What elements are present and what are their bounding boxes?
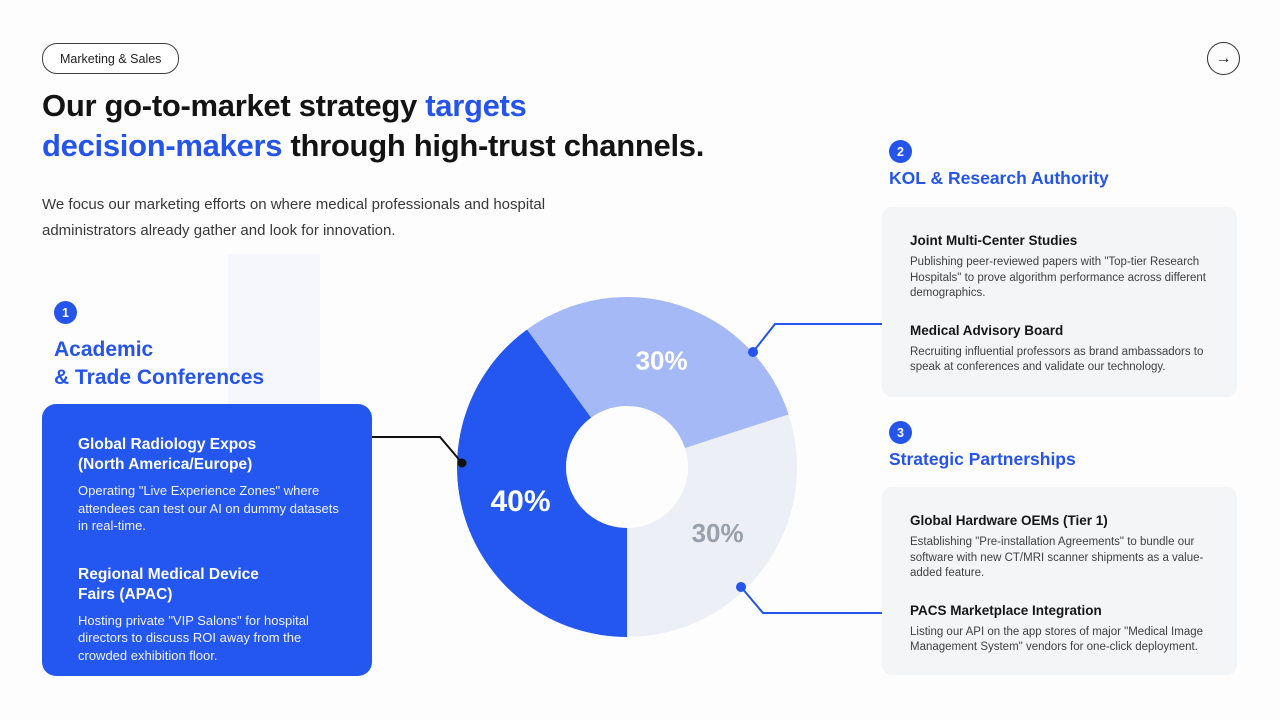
section-2-heading: KOL & Research Authority [889,168,1109,188]
card-item-desc: Establishing "Pre-installation Agreement… [910,536,1204,579]
title-line-1: Our go-to-market strategy targets [42,86,832,126]
card-item: Global Hardware OEMs (Tier 1) Establishi… [910,512,1209,582]
section-2-badge: 2 [889,140,912,163]
section-3-heading: Strategic Partnerships [889,449,1076,469]
title-accent-text: targets [425,88,527,123]
page-title: Our go-to-market strategy targets decisi… [42,86,832,166]
card-item-desc: Operating "Live Experience Zones" where … [78,483,339,533]
card-item-title: PACS Marketplace Integration [910,602,1102,618]
card-item-desc: Publishing peer-reviewed papers with "To… [910,256,1206,299]
donut-segment-1[interactable] [457,329,627,637]
card-item: Joint Multi-Center Studies Publishing pe… [910,232,1209,302]
conferences-card: Global Radiology Expos (North America/Eu… [42,404,372,676]
card-item: Medical Advisory Board Recruiting influe… [910,322,1209,376]
title-text: Our go-to-market strategy [42,88,417,123]
title-text: through high-trust channels. [290,128,705,163]
section-3-badge: 3 [889,421,912,444]
title-line-2: decision-makers through high-trust chann… [42,126,832,166]
section-3-number: 3 [897,425,904,440]
card-item: PACS Marketplace Integration Listing our… [910,602,1209,656]
next-slide-button[interactable]: → [1207,42,1240,75]
card-item-desc: Hosting private "VIP Salons" for hospita… [78,612,309,663]
section-2-number: 2 [897,144,904,159]
donut-segment-2[interactable] [527,296,789,449]
card-item-title: Global Hardware OEMs (Tier 1) [910,513,1108,528]
card-item-title: Global Radiology Expos (North America/Eu… [78,436,257,473]
donut-segment-3[interactable] [627,414,798,637]
connector-conferences [372,436,467,468]
card-item-title: Joint Multi-Center Studies [910,233,1078,248]
section-1-heading-line1: Academic [54,338,154,361]
subtitle: We focus our marketing efforts on where … [42,196,546,239]
arrow-right-icon: → [1215,49,1232,67]
category-tag-label: Marketing & Sales [60,51,162,66]
card-item-desc: Recruiting influential professors as bra… [910,345,1204,374]
connector-partnerships [736,582,882,614]
card-item: Global Radiology Expos (North America/Eu… [78,435,342,535]
connector-kol [748,323,882,357]
card-item: Regional Medical Device Fairs (APAC) Hos… [78,565,342,665]
category-tag[interactable]: Marketing & Sales [42,43,180,74]
section-1-heading-line2: & Trade Conferences [54,365,265,389]
card-item-title: Regional Medical Device Fairs (APAC) [78,565,259,603]
card-item-title: Medical Advisory Board [910,322,1064,338]
section-1-heading: Academic & Trade Conferences [54,336,264,391]
section-1-badge: 1 [54,301,77,324]
partnerships-card: Global Hardware OEMs (Tier 1) Establishi… [882,487,1237,675]
kol-card: Joint Multi-Center Studies Publishing pe… [882,207,1237,397]
section-1-number: 1 [62,305,69,320]
title-accent-text: decision-makers [42,128,283,163]
card-item-desc: Listing our API on the app stores of maj… [910,625,1204,654]
